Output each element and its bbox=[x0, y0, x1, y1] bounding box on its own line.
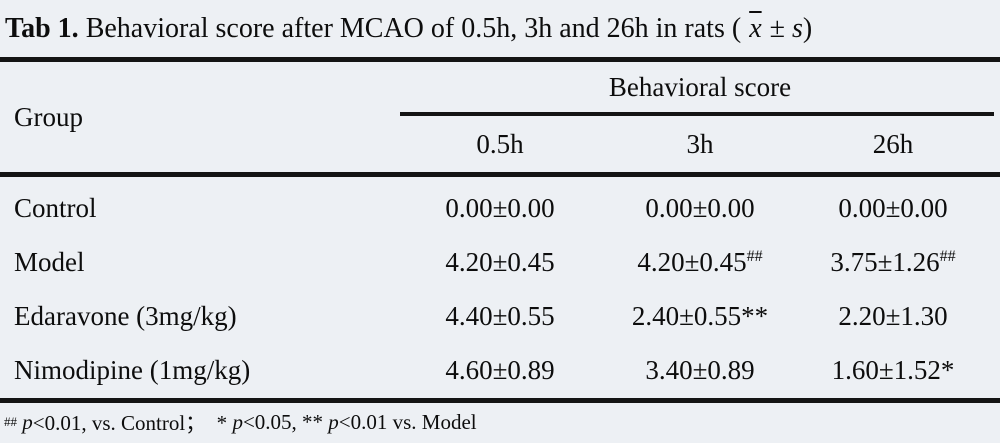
value-cell: 2.40±0.55** bbox=[631, 301, 769, 332]
value-cell: 3.40±0.89 bbox=[645, 355, 755, 386]
superscript: ## bbox=[939, 247, 956, 265]
footnote-text: <0.01 vs. Model bbox=[338, 409, 477, 434]
s-symbol: s bbox=[792, 12, 803, 44]
footnote-p: p bbox=[232, 409, 243, 434]
value-cell: 2.20±1.30 bbox=[838, 301, 948, 332]
spanner-rule bbox=[400, 112, 994, 116]
row-label: Edaravone (3mg/kg) bbox=[14, 301, 237, 332]
caption-close-paren: ) bbox=[802, 12, 813, 44]
caption-text: Behavioral score after MCAO of 0.5h, 3h … bbox=[78, 12, 749, 44]
row-label: Nimodipine (1mg/kg) bbox=[14, 355, 251, 386]
value-cell: 4.20±0.45 bbox=[445, 246, 555, 277]
xbar-symbol: x bbox=[749, 12, 762, 44]
row-label: Model bbox=[14, 246, 85, 277]
table-row: Model 4.20±0.45 4.20±0.45## 3.75±1.26## bbox=[0, 235, 1000, 289]
spanner-header: Behavioral score bbox=[608, 71, 792, 102]
header-rule bbox=[0, 172, 1000, 177]
value-cell: 0.00±0.00 bbox=[645, 192, 755, 223]
table-row: Control 0.00±0.00 0.00±0.00 0.00±0.00 bbox=[0, 181, 1000, 235]
group-column-header: Group bbox=[14, 101, 83, 132]
plusminus-symbol: ± bbox=[762, 12, 792, 44]
bottom-rule bbox=[0, 398, 1000, 403]
column-header-3h: 3h bbox=[686, 128, 714, 159]
spanner-area: Behavioral score 0.5h 3h 26h bbox=[400, 62, 1000, 172]
value-cell: 1.60±1.52* bbox=[831, 355, 955, 386]
value-cell: 0.00±0.00 bbox=[445, 192, 555, 223]
value-cell: 4.20±0.45## bbox=[637, 246, 763, 277]
row-label: Control bbox=[14, 192, 97, 223]
value-cell: 3.75±1.26## bbox=[830, 246, 956, 277]
footnote: ## p <0.01, vs. Control； * p <0.05, ** p <0… bbox=[0, 403, 1000, 441]
table-row: Edaravone (3mg/kg) 4.40±0.55 2.40±0.55**… bbox=[0, 290, 1000, 344]
caption-label: Tab 1. bbox=[5, 12, 79, 44]
column-header-05h: 0.5h bbox=[476, 128, 524, 159]
footnote-text: <0.01, vs. Control； * bbox=[32, 411, 233, 435]
column-header-26h: 26h bbox=[872, 128, 914, 159]
value-cell: 4.60±0.89 bbox=[445, 355, 555, 386]
footnote-p: p bbox=[328, 409, 339, 434]
table-row: Nimodipine (1mg/kg) 4.60±0.89 3.40±0.89 … bbox=[0, 344, 1000, 398]
top-rule bbox=[0, 57, 1000, 62]
table-header: Group Behavioral score 0.5h 3h 26h bbox=[0, 62, 1000, 172]
value-cell: 0.00±0.00 bbox=[838, 192, 948, 223]
table-caption: Tab 1. Behavioral score after MCAO of 0.… bbox=[0, 0, 1000, 57]
value-cell: 4.40±0.55 bbox=[445, 301, 555, 332]
table-body: Control 0.00±0.00 0.00±0.00 0.00±0.00 Mo… bbox=[0, 177, 1000, 398]
superscript: ## bbox=[746, 247, 763, 265]
footnote-p: p bbox=[22, 409, 33, 434]
sub-headers: 0.5h 3h 26h bbox=[400, 116, 1000, 172]
footnote-text: <0.05, ** bbox=[242, 409, 329, 434]
